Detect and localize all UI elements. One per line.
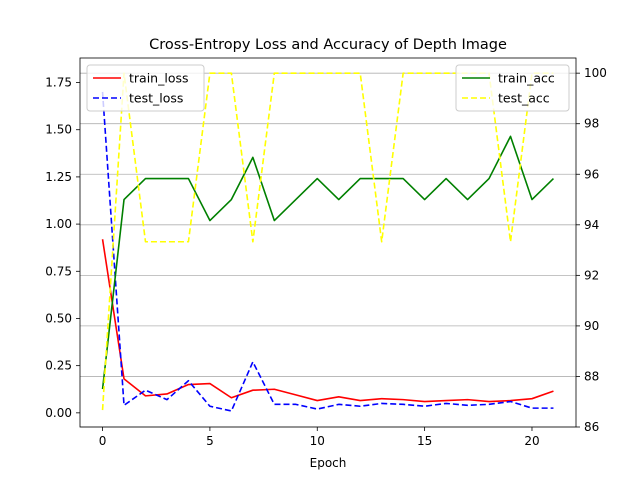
- right-y-tick-label-3: 92: [584, 268, 599, 282]
- right-y-tick-label-4: 94: [584, 218, 599, 232]
- left-axis-series: [101, 91, 554, 412]
- left-y-tick-label-4: 1.00: [45, 217, 72, 231]
- x-tick-label-1: 5: [206, 434, 214, 448]
- right-series-line-test-acc: [101, 72, 554, 411]
- right-y-tick-label-1: 88: [584, 369, 599, 383]
- left-y-tick-label-6: 1.50: [45, 123, 72, 137]
- grid-lines: [80, 72, 576, 428]
- x-tick-label-3: 15: [417, 434, 432, 448]
- legend-box: [455, 64, 570, 112]
- legend-label-test-acc: test_acc: [498, 91, 550, 106]
- left-series-line-train-loss: [101, 239, 554, 403]
- right-y-tick-label-5: 96: [584, 167, 599, 181]
- legend-left: train_loss test_loss: [86, 64, 205, 112]
- x-tick-label-4: 20: [524, 434, 539, 448]
- right-series-line-train-acc: [101, 135, 555, 390]
- legend-right: train_acc test_acc: [455, 64, 570, 112]
- left-y-tick-label-1: 0.25: [45, 359, 72, 373]
- x-axis-label: Epoch: [310, 456, 347, 470]
- right-y-tick-label-2: 90: [584, 319, 599, 333]
- x-axis-ticks: 0 5 10 15 20: [99, 427, 540, 448]
- x-tick-label-0: 0: [99, 434, 107, 448]
- right-y-tick-label-0: 86: [584, 420, 599, 434]
- legend-box: [86, 64, 205, 112]
- left-y-tick-label-0: 0.00: [45, 406, 72, 420]
- x-tick-label-2: 10: [310, 434, 325, 448]
- left-y-tick-label-7: 1.75: [45, 76, 72, 90]
- right-y-tick-label-6: 98: [584, 117, 599, 131]
- legend-label-train-acc: train_acc: [498, 71, 555, 86]
- left-y-tick-label-5: 1.25: [45, 170, 72, 184]
- plot-frame: [79, 57, 577, 428]
- chart-title: Cross-Entropy Loss and Accuracy of Depth…: [149, 37, 507, 53]
- right-y-tick-label-7: 100: [584, 66, 607, 80]
- left-y-tick-label-3: 0.75: [45, 264, 72, 278]
- legend-label-test-loss: test_loss: [129, 91, 183, 106]
- right-axis-series: [101, 72, 555, 411]
- left-series-line-test-loss: [101, 91, 554, 412]
- left-y-tick-label-2: 0.50: [45, 311, 72, 325]
- legend-label-train-loss: train_loss: [129, 71, 189, 86]
- left-y-axis-ticks: 0.00 0.25 0.50 0.75 1.00 1.25 1.50 1.75: [45, 76, 80, 420]
- right-y-axis-ticks: 86 88 90 92 94 96 98 100: [576, 66, 607, 434]
